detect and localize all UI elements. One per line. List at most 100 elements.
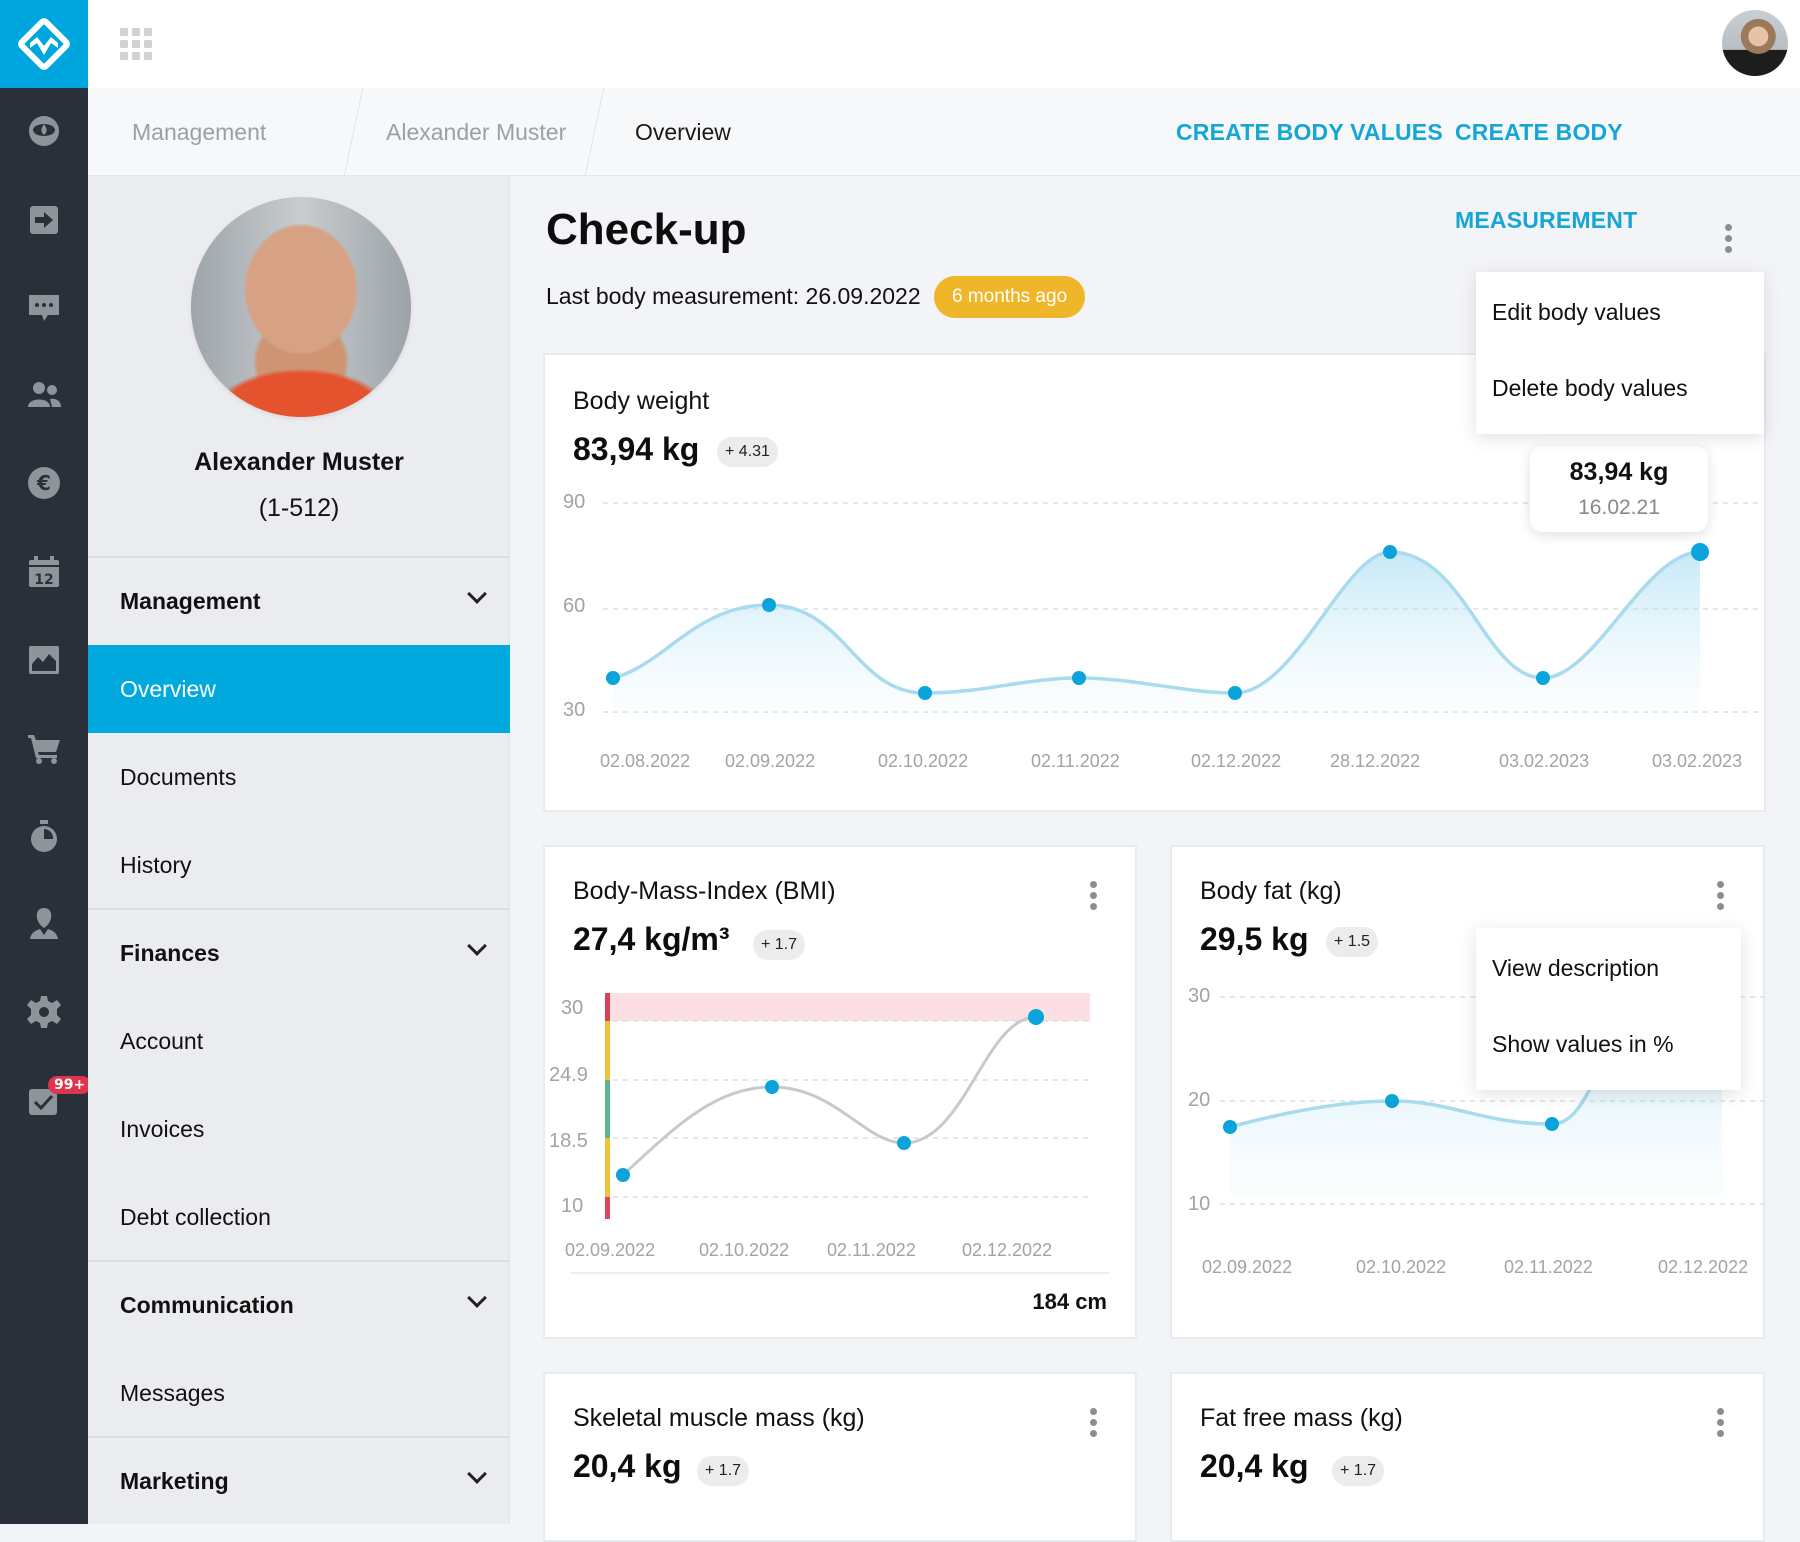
top-bar xyxy=(88,0,1800,88)
app-logo[interactable] xyxy=(0,0,88,88)
more-vertical-icon xyxy=(1716,1407,1724,1415)
rail-item-trainer[interactable] xyxy=(0,894,88,954)
checkup-more-button[interactable] xyxy=(1716,218,1740,258)
rail-item-shop[interactable] xyxy=(0,718,88,778)
chevron-down-icon xyxy=(467,584,487,604)
y-tick: 24.9 xyxy=(549,1064,588,1086)
nav-section-management[interactable]: Management xyxy=(88,557,510,645)
rail-item-calendar[interactable]: 12 xyxy=(0,542,88,602)
body-weight-card: Body weight 83,94 kg + 4.31 90 60 30 02.… xyxy=(543,353,1766,812)
x-tick: 28.12.2022 xyxy=(1330,751,1421,771)
body-values-menu: Edit body values Delete body values xyxy=(1476,272,1764,434)
nav-item-history[interactable]: History xyxy=(120,851,192,878)
user-avatar[interactable] xyxy=(1722,10,1788,76)
x-tick: 02.11.2022 xyxy=(1031,751,1120,771)
nav-divider xyxy=(88,908,510,910)
image-chart-icon xyxy=(29,646,59,674)
body-fat-more-button[interactable] xyxy=(1708,875,1732,915)
client-panel: Alexander Muster (1-512) Management Over… xyxy=(88,176,510,1524)
x-tick: 02.09.2022 xyxy=(725,751,816,771)
svg-text:€: € xyxy=(36,471,51,495)
y-tick: 60 xyxy=(563,595,586,617)
x-tick: 02.12.2022 xyxy=(962,1240,1053,1260)
x-tick: 02.11.2022 xyxy=(1504,1257,1593,1277)
client-avatar xyxy=(191,197,411,417)
rail-item-chat[interactable] xyxy=(0,277,88,337)
nav-item-invoices[interactable]: Invoices xyxy=(120,1115,205,1142)
rail-item-reports[interactable] xyxy=(0,630,88,690)
nav-item-account[interactable]: Account xyxy=(120,1027,204,1054)
nav-section-finances[interactable]: Finances xyxy=(88,909,510,997)
rail-item-tasks[interactable]: 99+ xyxy=(0,1070,92,1130)
breadcrumb-divider xyxy=(343,88,364,176)
icon-rail: € 12 99+ xyxy=(0,0,92,1524)
card-title: Body fat (kg) xyxy=(1200,877,1342,905)
menu-item-edit-body-values[interactable]: Edit body values xyxy=(1492,299,1661,325)
x-tick: 02.11.2022 xyxy=(827,1240,916,1260)
breadcrumb-current: Overview xyxy=(635,119,731,145)
measurement-age-badge: 6 months ago xyxy=(934,276,1086,318)
bmi-more-button[interactable] xyxy=(1081,875,1105,915)
x-tick: 02.09.2022 xyxy=(565,1240,656,1260)
rail-item-timer[interactable] xyxy=(0,806,88,866)
nav-item-messages[interactable]: Messages xyxy=(120,1379,225,1406)
rail-item-finance[interactable]: € xyxy=(0,453,88,513)
client-name: Alexander Muster xyxy=(194,448,404,476)
rail-item-eye[interactable] xyxy=(0,101,88,161)
y-tick: 10 xyxy=(1188,1193,1211,1215)
chevron-down-icon xyxy=(467,1464,487,1484)
delta-badge: + 1.7 xyxy=(697,1456,750,1486)
breadcrumb-management[interactable]: Management xyxy=(132,119,267,145)
card-value: 83,94 kg xyxy=(573,431,700,467)
delta-badge: + 1.7 xyxy=(1332,1456,1385,1486)
menu-item-show-values-percent[interactable]: Show values in % xyxy=(1492,1031,1674,1057)
menu-item-view-description[interactable]: View description xyxy=(1492,955,1660,981)
card-value: 20,4 kg xyxy=(573,1448,682,1484)
person-pin-icon xyxy=(30,908,58,939)
delta-badge: + 1.7 xyxy=(753,930,806,960)
fat-free-more-button[interactable] xyxy=(1708,1402,1732,1442)
card-title: Skeletal muscle mass (kg) xyxy=(573,1404,865,1432)
eye-icon xyxy=(29,116,59,146)
menu-item-delete-body-values[interactable]: Delete body values xyxy=(1492,375,1688,401)
y-tick: 18.5 xyxy=(549,1130,588,1152)
rail-item-members[interactable] xyxy=(0,365,88,425)
x-tick: 03.02.2023 xyxy=(1652,751,1743,771)
create-body-values-button[interactable]: CREATE BODY VALUES xyxy=(1176,119,1443,145)
nav-item-overview[interactable]: Overview xyxy=(88,645,510,733)
sign-in-icon xyxy=(30,206,58,234)
create-body-measurement-button[interactable]: CREATE BODY MEASUREMENT xyxy=(1455,119,1638,233)
more-vertical-icon xyxy=(1089,1407,1097,1415)
y-tick: 30 xyxy=(561,997,584,1019)
apps-grid-button[interactable] xyxy=(120,28,152,60)
more-vertical-icon xyxy=(1089,880,1097,888)
skeletal-muscle-card: Skeletal muscle mass (kg) 20,4 kg + 1.7 xyxy=(543,1372,1137,1542)
y-tick: 30 xyxy=(1188,985,1211,1007)
nav-section-marketing[interactable]: Marketing xyxy=(88,1437,510,1525)
last-measurement-text: Last body measurement: 26.09.2022 xyxy=(546,283,921,309)
tooltip-value: 83,94 kg xyxy=(1569,458,1669,486)
breadcrumb: Management Alexander Muster Overview CRE… xyxy=(88,88,1800,233)
nav-item-documents[interactable]: Documents xyxy=(120,763,237,790)
cart-icon xyxy=(28,735,60,764)
skeletal-more-button[interactable] xyxy=(1081,1402,1105,1442)
task-check-icon xyxy=(29,1089,57,1115)
chart-tooltip: 83,94 kg 16.02.21 xyxy=(1530,446,1708,532)
chevron-down-icon xyxy=(467,936,487,956)
nav-section-communication[interactable]: Communication xyxy=(88,1261,510,1349)
y-tick: 20 xyxy=(1188,1089,1211,1111)
bmi-card: Body-Mass-Index (BMI) 27,4 kg/m³ + 1.7 3… xyxy=(543,845,1137,1339)
card-value: 27,4 kg/m³ xyxy=(573,921,730,957)
rail-item-checkin[interactable] xyxy=(0,190,88,250)
rail-item-settings[interactable] xyxy=(0,982,88,1042)
tooltip-date: 16.02.21 xyxy=(1578,496,1660,519)
body-fat-menu: View description Show values in % xyxy=(1476,928,1741,1090)
x-tick: 02.10.2022 xyxy=(878,751,969,771)
card-title: Body-Mass-Index (BMI) xyxy=(573,877,836,905)
page-title: Check-up xyxy=(546,205,747,254)
breadcrumb-client[interactable]: Alexander Muster xyxy=(386,119,567,145)
chat-icon xyxy=(29,295,59,321)
more-vertical-icon xyxy=(1724,223,1732,231)
nav-item-debt-collection[interactable]: Debt collection xyxy=(120,1203,271,1230)
card-title: Fat free mass (kg) xyxy=(1200,1404,1403,1432)
